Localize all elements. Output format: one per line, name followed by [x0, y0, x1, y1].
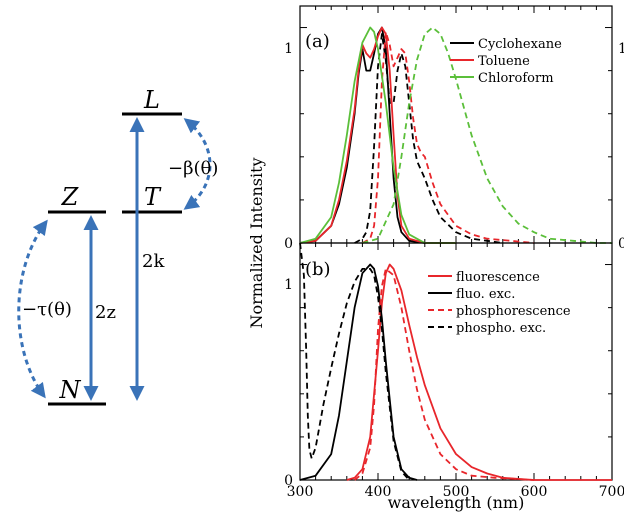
- xtick-label-500: 500: [443, 484, 470, 500]
- level-label-T: T: [144, 183, 162, 211]
- label-2k: 2k: [142, 251, 165, 272]
- panel-b: (b) 0 1 300 400 500 600 700 wavelength (nm) …: [284, 242, 624, 512]
- series-fluo-exc-solid: [299, 263, 418, 481]
- legend-label-cyclohexane: Cyclohexane: [478, 37, 562, 52]
- legend-label-chloroform: Chloroform: [478, 71, 554, 86]
- legend-label-fluorescence: fluorescence: [456, 270, 540, 285]
- panel-b-legend: fluorescence fluo. exc. phosphorescence …: [428, 270, 571, 336]
- arrow-beta: [183, 118, 212, 210]
- panel-a-series: [299, 6, 613, 244]
- panel-a-ytick-left-0: 0: [284, 236, 293, 252]
- panel-a-ytick-right-0: 0: [618, 236, 624, 252]
- panel-a-ytick-left-1: 1: [284, 41, 293, 57]
- panel-a-label: (a): [305, 31, 330, 52]
- panel-b-label: (b): [305, 259, 331, 280]
- label-2z: 2z: [95, 302, 116, 323]
- xtick-label-300: 300: [287, 484, 314, 500]
- panel-b-ytick-left-0: 0: [284, 473, 293, 489]
- xtick-label-600: 600: [521, 484, 548, 500]
- legend-label-fluo-exc: fluo. exc.: [456, 287, 515, 302]
- legend-label-phospho-exc: phospho. exc.: [456, 321, 546, 336]
- series-fluorescence-solid: [346, 263, 612, 481]
- series-toluene-dashed: [361, 30, 535, 244]
- label-beta: −β(θ): [168, 158, 218, 179]
- series-chloroform-solid: [299, 26, 456, 244]
- series-cyclohexane-solid: [299, 26, 456, 244]
- panel-a-ytick-right-1: 1: [618, 41, 624, 57]
- level-label-N: N: [59, 376, 82, 404]
- label-tau: −τ(θ): [22, 299, 72, 320]
- legend-label-toluene: Toluene: [478, 54, 530, 69]
- panel-a: (a) 0 1 0 1 Cyclohexane Toluene Chlorofo…: [284, 5, 624, 252]
- legend-label-phosphorescence: phosphorescence: [456, 304, 571, 319]
- series-cyclohexane-dashed: [354, 33, 503, 244]
- xtick-label-400: 400: [365, 484, 392, 500]
- series-phospho-exc-dashed: [299, 242, 410, 481]
- xtick-label-700: 700: [599, 484, 624, 500]
- panel-b-xticks: 300 400 500 600 700: [287, 484, 624, 500]
- y-axis-label: Normalized Intensity: [247, 157, 266, 328]
- level-label-L: L: [143, 86, 160, 114]
- series-chloroform-dashed: [362, 26, 612, 244]
- panel-a-legend: Cyclohexane Toluene Chloroform: [450, 37, 562, 86]
- panel-b-ytick-left-1: 1: [284, 277, 293, 293]
- level-label-Z: Z: [61, 183, 80, 211]
- energy-diagram: L T Z N 2k 2z −τ(θ) −β(θ): [17, 86, 218, 406]
- panel-a-frame: [299, 5, 613, 244]
- series-phosphorescence-dashed: [354, 267, 535, 481]
- panel-b-series: [299, 242, 613, 481]
- series-toluene-solid: [299, 26, 456, 244]
- arrow-tau: [17, 219, 48, 399]
- x-axis-label: wavelength (nm): [388, 493, 525, 512]
